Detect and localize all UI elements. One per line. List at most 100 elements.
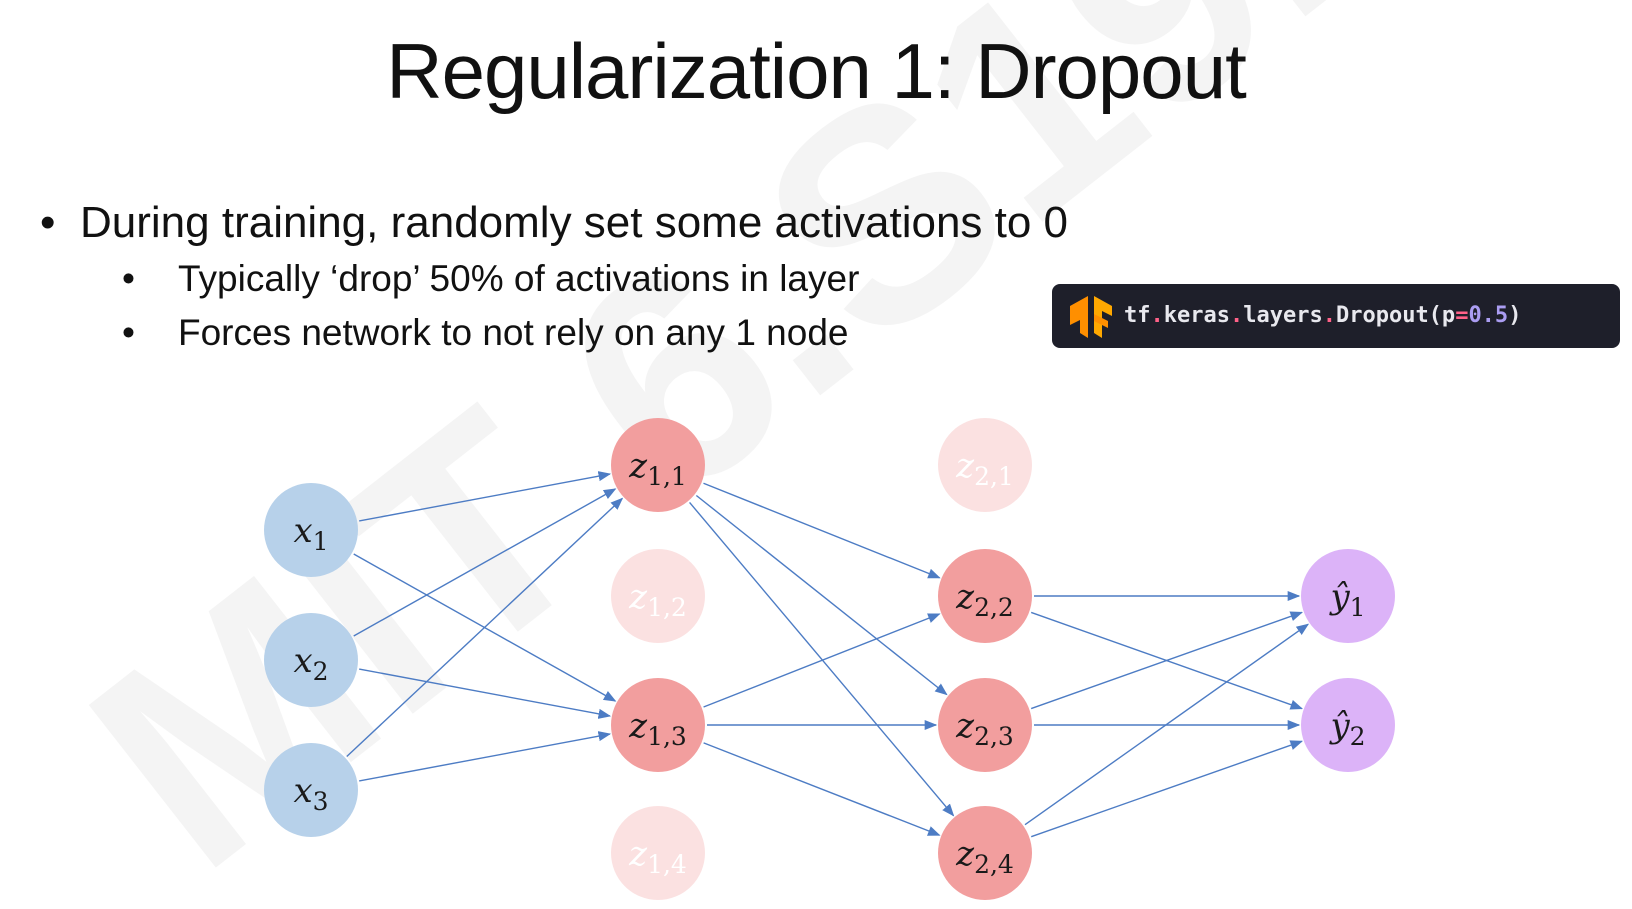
node-circle [1301, 678, 1395, 772]
connection-edge [1030, 611, 1304, 710]
node-circle [264, 483, 358, 577]
node-label: z2,4 [955, 834, 1014, 879]
node-label-base: z [955, 706, 975, 746]
node-circle [938, 806, 1032, 900]
node-label-subscript: 3 [313, 787, 329, 816]
connection-edge [359, 668, 612, 719]
connection-edge [689, 502, 955, 817]
node-circle [938, 418, 1032, 512]
node-label-subscript: 1 [1350, 593, 1366, 622]
code-token: keras [1163, 303, 1230, 328]
nodes: x1x2x3z1,1z1,2z1,3z1,4z2,1z2,2z2,3z2,4ŷ1… [264, 418, 1395, 900]
node-label-subscript: 1 [313, 527, 329, 556]
edges [346, 471, 1310, 838]
node-label-base: z [628, 706, 648, 746]
bullet-dot: • [122, 258, 135, 299]
node-label-base: ŷ [1328, 577, 1350, 617]
node-z-2-4: z2,4 [938, 806, 1032, 900]
node-label: x1 [293, 511, 328, 556]
node-label-base: x [293, 511, 312, 551]
connection-edge [695, 494, 948, 696]
node-label-base: ŷ [1328, 706, 1350, 746]
code-token: = [1455, 303, 1469, 328]
node-label-base: z [628, 577, 648, 617]
node-circle [1301, 549, 1395, 643]
node-circle [938, 549, 1032, 643]
connection-edge [703, 613, 941, 708]
connection-edge [1024, 623, 1310, 826]
node-label-subscript: 2,1 [974, 462, 1014, 491]
node-z-1-1: z1,1 [611, 418, 705, 512]
node-x-2: x2 [264, 613, 358, 707]
connection-edge [1030, 740, 1303, 838]
code-text: tf.keras.layers.Dropout(p=0.5) [1124, 284, 1521, 348]
node-yhat-1: ŷ1 [1301, 549, 1395, 643]
node-circle [264, 613, 358, 707]
node-label-base: x [293, 641, 312, 681]
node-label-subscript: 2,2 [974, 593, 1014, 622]
tensorflow-logo-icon [1070, 296, 1112, 338]
node-label: z2,2 [955, 577, 1014, 622]
node-z-1-3: z1,3 [611, 678, 705, 772]
node-yhat-2: ŷ2 [1301, 678, 1395, 772]
connection-edge [703, 482, 941, 579]
node-label: ŷ2 [1328, 706, 1365, 751]
node-x-1: x1 [264, 483, 358, 577]
bullet-main-text: During training, randomly set some activ… [80, 198, 1069, 247]
node-circle [938, 678, 1032, 772]
connection-edge [359, 471, 612, 522]
node-label: z1,2 [628, 577, 687, 622]
node-label-subscript: 2,4 [974, 850, 1014, 879]
node-label-subscript: 2,3 [974, 722, 1014, 751]
code-token: . [1229, 303, 1244, 328]
node-circle [611, 418, 705, 512]
code-snippet: tf.keras.layers.Dropout(p=0.5) [1052, 284, 1620, 348]
node-label-base: z [628, 834, 648, 874]
code-token: ) [1508, 303, 1522, 328]
node-label: z1,4 [628, 834, 687, 879]
node-z-2-3: z2,3 [938, 678, 1032, 772]
node-circle [611, 678, 705, 772]
node-label-subscript: 2 [1350, 722, 1366, 751]
code-token: . [1150, 303, 1164, 328]
node-label-subscript: 1,2 [647, 593, 687, 622]
node-circle [264, 743, 358, 837]
connection-edge [353, 488, 617, 637]
node-z-2-2: z2,2 [938, 549, 1032, 643]
code-token: tf [1124, 303, 1151, 328]
node-x-3: x3 [264, 743, 358, 837]
code-token: layers [1243, 303, 1323, 328]
node-label-base: z [955, 446, 975, 486]
node-label-base: z [628, 446, 648, 486]
node-label: x3 [293, 771, 328, 816]
connection-edge [346, 497, 624, 758]
node-label-subscript: 1,3 [647, 722, 687, 751]
node-label-base: x [293, 771, 312, 811]
node-label: x2 [293, 641, 328, 686]
node-label: z1,1 [628, 446, 687, 491]
node-z-1-2: z1,2 [611, 549, 705, 643]
node-label: ŷ1 [1328, 577, 1365, 622]
slide-title: Regularization 1: Dropout [386, 27, 1247, 115]
node-label-subscript: 2 [313, 657, 329, 686]
node-circle [611, 806, 705, 900]
bullet-sub-1-text: Typically ‘drop’ 50% of activations in l… [178, 258, 860, 299]
node-z-1-4: z1,4 [611, 806, 705, 900]
node-label-base: z [955, 834, 975, 874]
node-label-subscript: 1,4 [647, 850, 687, 879]
bullet-dot: • [122, 312, 135, 353]
connection-edge [359, 731, 612, 782]
code-token: Dropout(p [1335, 303, 1456, 328]
connection-edge [703, 742, 941, 836]
node-label: z1,3 [628, 706, 687, 751]
bullet-dot: • [40, 198, 56, 247]
node-label: z2,1 [955, 446, 1014, 491]
node-circle [611, 549, 705, 643]
code-token: 0.5 [1468, 303, 1509, 328]
node-label-base: z [955, 577, 975, 617]
node-label: z2,3 [955, 706, 1014, 751]
node-z-2-1: z2,1 [938, 418, 1032, 512]
node-label-subscript: 1,1 [647, 462, 687, 491]
code-token: . [1322, 303, 1336, 328]
